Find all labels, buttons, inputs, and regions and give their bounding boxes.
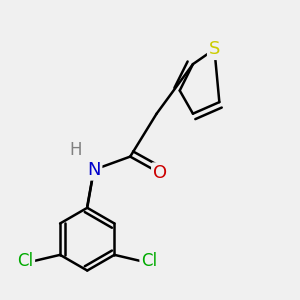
Text: S: S [209,40,220,58]
Text: Cl: Cl [141,253,157,271]
Text: N: N [87,161,101,179]
Text: H: H [69,141,82,159]
Text: Cl: Cl [17,253,34,271]
Text: O: O [153,164,167,182]
